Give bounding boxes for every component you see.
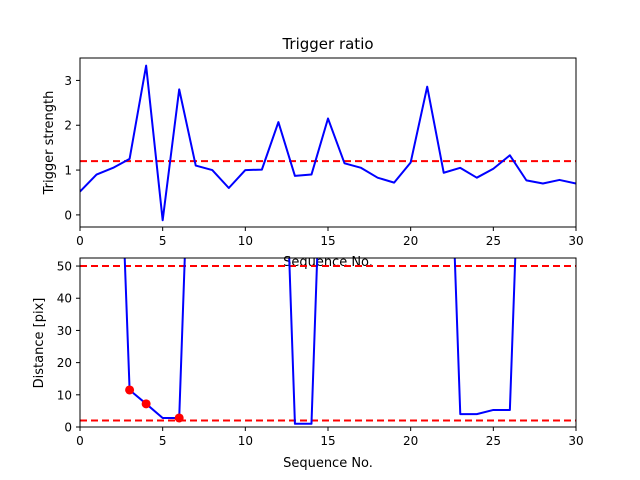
distance-plot: Distance [pix] Sequence No. 0 5 10 15 20 25 30… <box>32 257 584 471</box>
x-tick-label: 5 <box>159 234 167 248</box>
plot-area: 0 5 10 15 20 25 30 0 1 2 3 <box>64 57 584 248</box>
y-axis-label: Trigger strength <box>42 91 57 196</box>
y-tick-label: 0 <box>64 208 72 222</box>
x-tick-label: 15 <box>320 234 335 248</box>
x-tick-label: 0 <box>76 234 84 248</box>
y-tick-label: 1 <box>64 164 72 178</box>
y-tick-label: 40 <box>57 292 72 306</box>
x-tick-label: 20 <box>403 234 418 248</box>
x-tick-label: 10 <box>238 434 253 448</box>
data-point-marker <box>141 399 151 409</box>
x-tick-label: 25 <box>486 434 501 448</box>
chart-title: Trigger ratio <box>281 35 373 53</box>
x-tick-label: 0 <box>76 434 84 448</box>
x-tick-label: 5 <box>159 434 167 448</box>
series-line <box>123 258 517 425</box>
y-tick-label: 10 <box>57 388 72 402</box>
data-point-marker <box>125 385 135 395</box>
y-tick-label: 50 <box>57 260 72 274</box>
series-line <box>80 64 576 222</box>
x-axis-label: Sequence No. <box>283 456 373 471</box>
x-tick-label: 30 <box>568 234 583 248</box>
x-axis-label: Sequence No. <box>283 255 373 270</box>
data-layer <box>80 258 576 425</box>
y-tick-label: 30 <box>57 324 72 338</box>
x-tick-label: 10 <box>238 234 253 248</box>
y-tick-label: 20 <box>57 356 72 370</box>
y-tick-label: 3 <box>64 74 72 88</box>
data-layer <box>80 64 576 222</box>
x-tick-label: 20 <box>403 434 418 448</box>
x-tick-label: 25 <box>486 234 501 248</box>
trigger-ratio-plot: Trigger ratio Trigger strength Sequence … <box>42 35 584 270</box>
y-axis-label: Distance [pix] <box>32 298 47 389</box>
y-tick-label: 0 <box>64 421 72 435</box>
x-tick-label: 30 <box>568 434 583 448</box>
data-point-marker <box>174 413 184 423</box>
x-tick-label: 15 <box>320 434 335 448</box>
plot-area: 0 5 10 15 20 25 30 0 10 20 30 40 50 <box>57 257 584 448</box>
y-tick-label: 2 <box>64 119 72 133</box>
